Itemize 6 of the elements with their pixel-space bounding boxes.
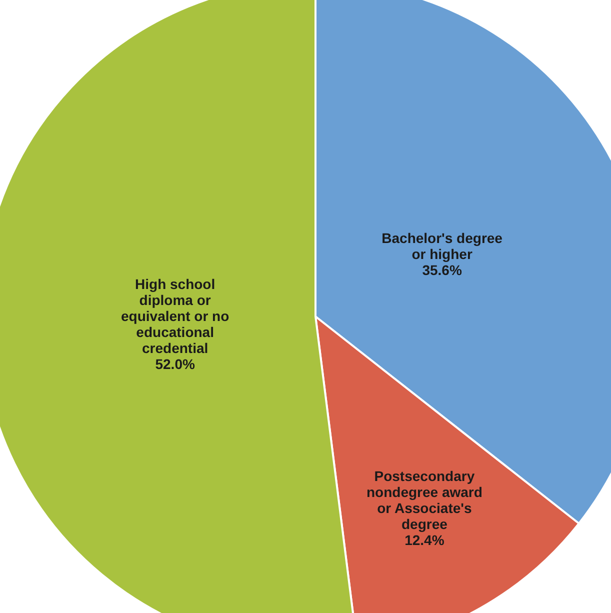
slice-label: Postsecondary nondegree award or Associate's degree (366, 468, 482, 532)
data-label: 52.0% (155, 356, 196, 372)
slice-label: High school diploma or equivalent or no educational credential (121, 276, 230, 356)
data-label: 35.6% (422, 262, 462, 278)
data-label: 12.4% (404, 532, 445, 548)
slice-label: Bachelor's degree or higher (382, 230, 503, 262)
